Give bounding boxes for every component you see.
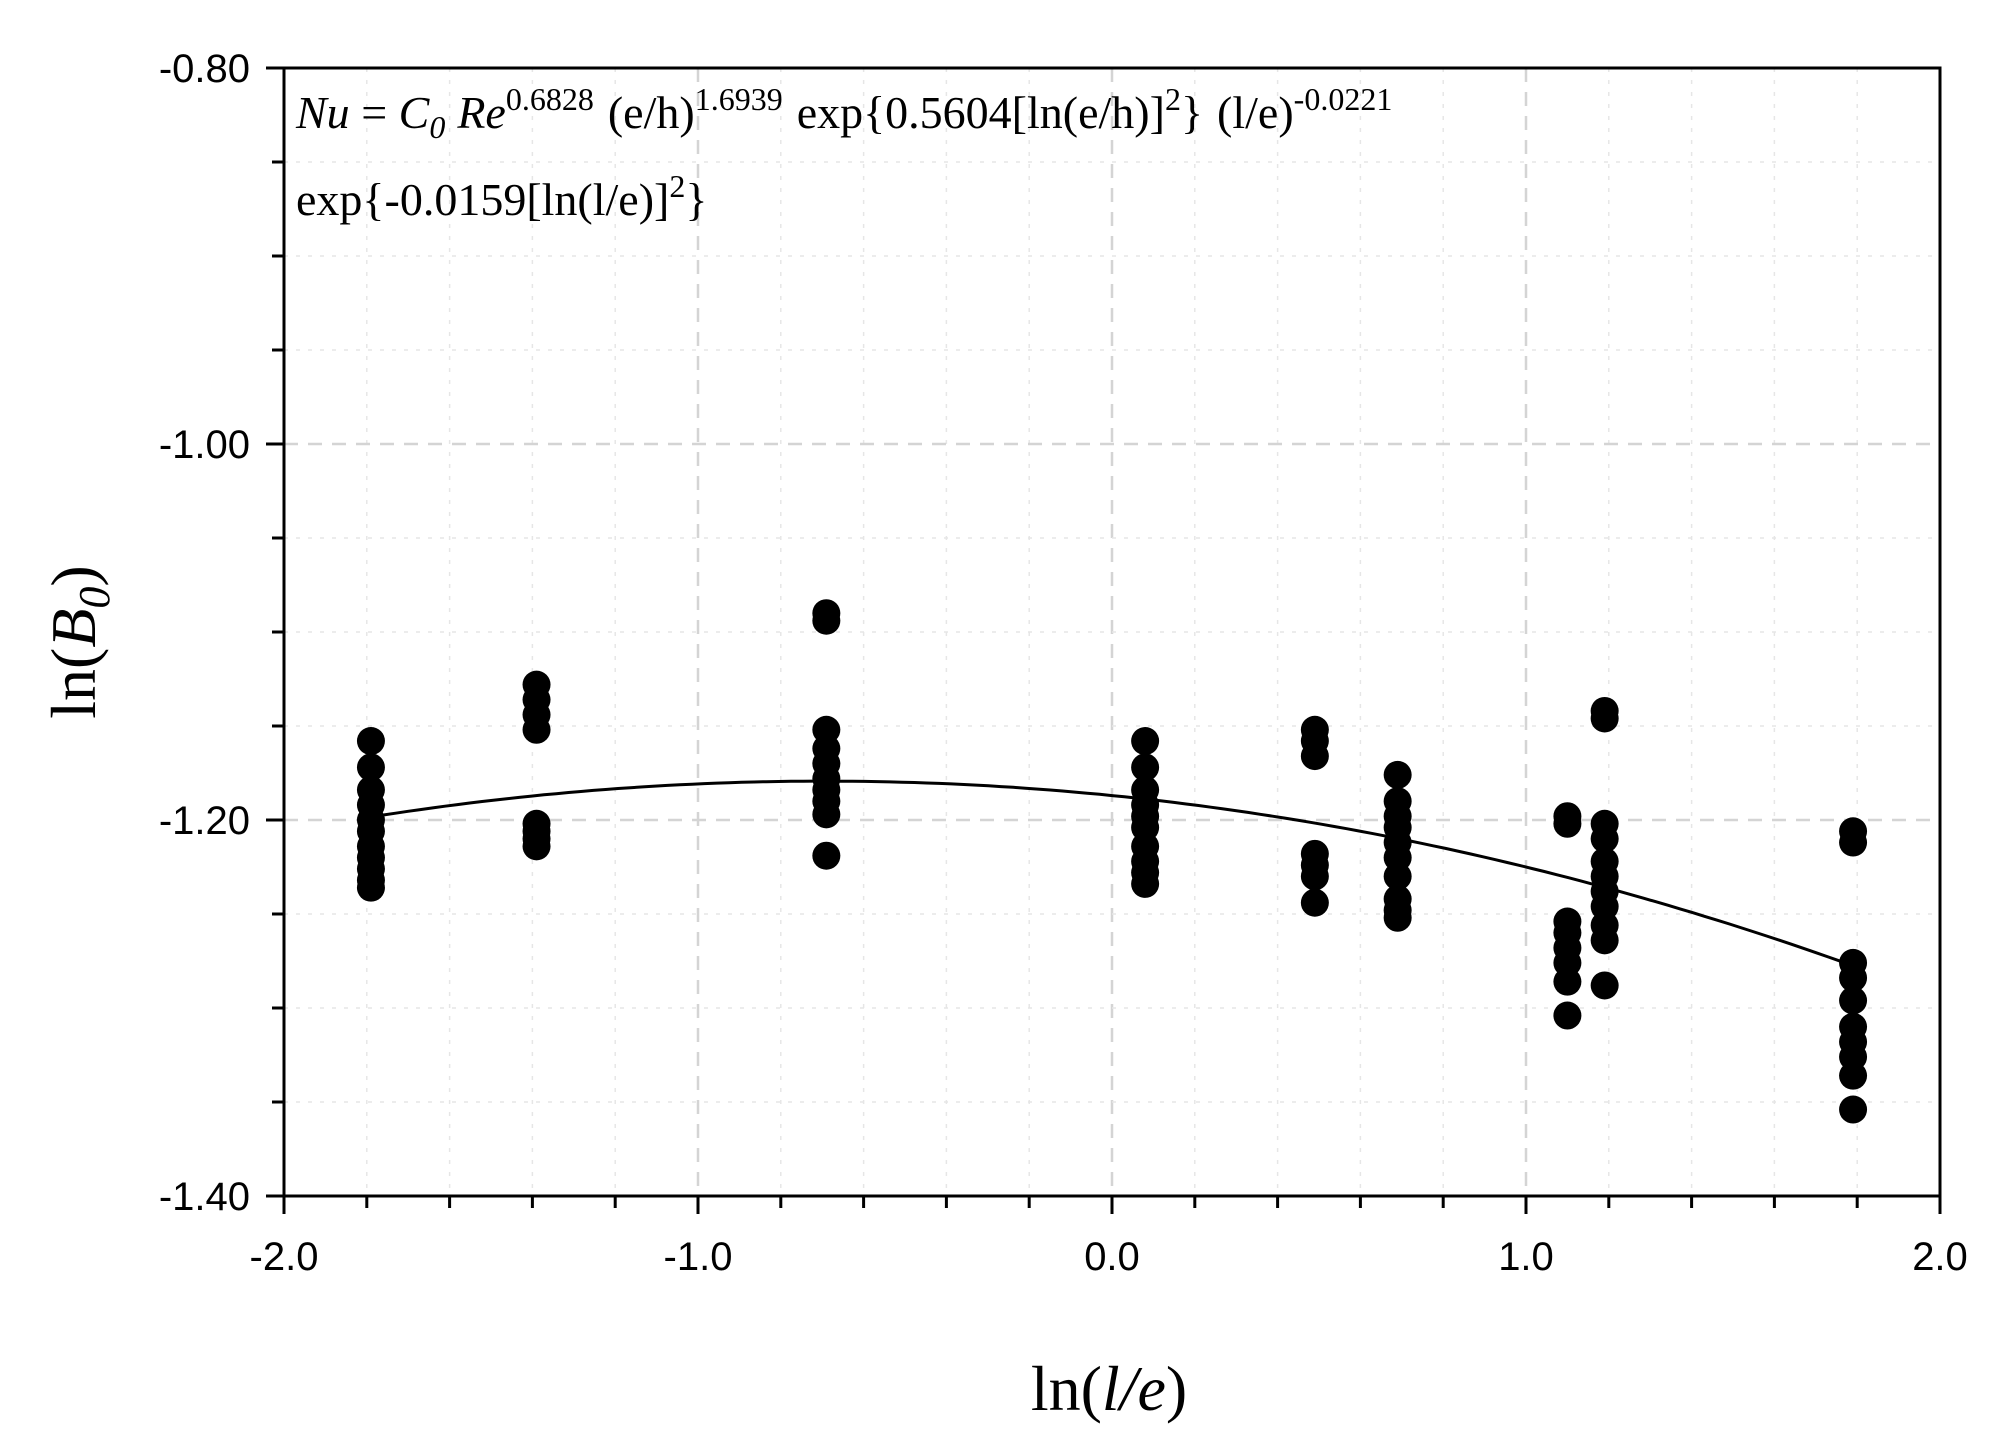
eq-exp1-close: } [1181, 87, 1203, 138]
eq-re: Re [456, 87, 506, 138]
tick-labels: -2.0 -1.0 0.0 1.0 2.0 -0.80 -1.00 -1.20 -1.40 [159, 47, 1968, 1279]
data-point [356, 873, 385, 902]
y-tick-label: -1.20 [159, 799, 250, 843]
y-tick-label: -0.80 [159, 47, 250, 91]
data-point [1383, 903, 1412, 932]
eq-le: (l/e) [1217, 87, 1294, 138]
eq-c-sub: 0 [429, 109, 445, 145]
x-axis-title: ln(l/e) [1031, 1353, 1187, 1424]
data-point [1590, 704, 1619, 733]
data-point [522, 715, 551, 744]
data-point [812, 800, 841, 829]
eq-exp2-sq: 2 [669, 168, 685, 204]
data-point [1131, 753, 1160, 782]
eq-le-exp: -0.0221 [1294, 81, 1393, 117]
data-point [1839, 986, 1868, 1015]
equation-line-2: exp{-0.0159[ln(l/e)]2} [296, 168, 707, 225]
axis-ticks [266, 66, 1942, 1214]
data-point [1300, 862, 1329, 891]
data-point [1839, 1061, 1868, 1090]
x-axis-title-var: l/e [1102, 1353, 1166, 1424]
y-tick-label: -1.00 [159, 423, 250, 467]
equation-line-1: Nu = C0 Re0.6828 (e/h)1.6939 exp{0.5604[ln(… [295, 81, 1392, 145]
eq-eh-exp: 1.6939 [695, 81, 783, 117]
x-tick-label: -1.0 [664, 1235, 733, 1279]
eq-exp2-close: } [685, 174, 707, 225]
data-point [522, 832, 551, 861]
data-point [1383, 760, 1412, 789]
data-point [1839, 1095, 1868, 1124]
data-point [1131, 727, 1160, 756]
x-tick-label: 1.0 [1498, 1235, 1554, 1279]
y-axis-title: ln(B0) [38, 565, 119, 719]
eq-exp1: exp{0.5604[ln(e/h)] [797, 87, 1165, 138]
x-tick-label: 2.0 [1912, 1235, 1968, 1279]
eq-re-exp: 0.6828 [506, 81, 594, 117]
x-tick-label: 0.0 [1084, 1235, 1140, 1279]
eq-eh: (e/h) [608, 87, 695, 138]
eq-exp1-sq: 2 [1165, 81, 1181, 117]
data-point [1553, 1001, 1582, 1030]
eq-nu: Nu [295, 87, 350, 138]
data-point [1590, 971, 1619, 1000]
data-point [1131, 869, 1160, 898]
x-axis-title-suffix: ) [1166, 1353, 1187, 1424]
eq-equals: = [350, 87, 399, 138]
data-point [1553, 809, 1582, 838]
data-points [356, 599, 1868, 1124]
data-point [356, 727, 385, 756]
data-point [812, 841, 841, 870]
y-axis-title-suffix: ) [38, 565, 109, 586]
data-point [1553, 967, 1582, 996]
data-point [1839, 963, 1868, 992]
x-tick-label: -2.0 [250, 1235, 319, 1279]
data-point [1590, 926, 1619, 955]
eq-exp2: exp{-0.0159[ln(l/e)] [296, 174, 669, 225]
eq-c: C [399, 87, 431, 138]
y-axis-title-sub: 0 [70, 587, 119, 609]
data-point [1839, 828, 1868, 857]
y-tick-label: -1.40 [159, 1175, 250, 1219]
data-point [1590, 824, 1619, 853]
y-axis-title-prefix: ln( [38, 648, 109, 719]
data-point [1300, 742, 1329, 771]
x-axis-title-prefix: ln( [1031, 1353, 1102, 1424]
data-point [356, 753, 385, 782]
data-point [1383, 862, 1412, 891]
grid [284, 68, 1940, 1196]
y-axis-title-var: B [38, 609, 109, 648]
data-point [812, 606, 841, 635]
data-point [1300, 888, 1329, 917]
